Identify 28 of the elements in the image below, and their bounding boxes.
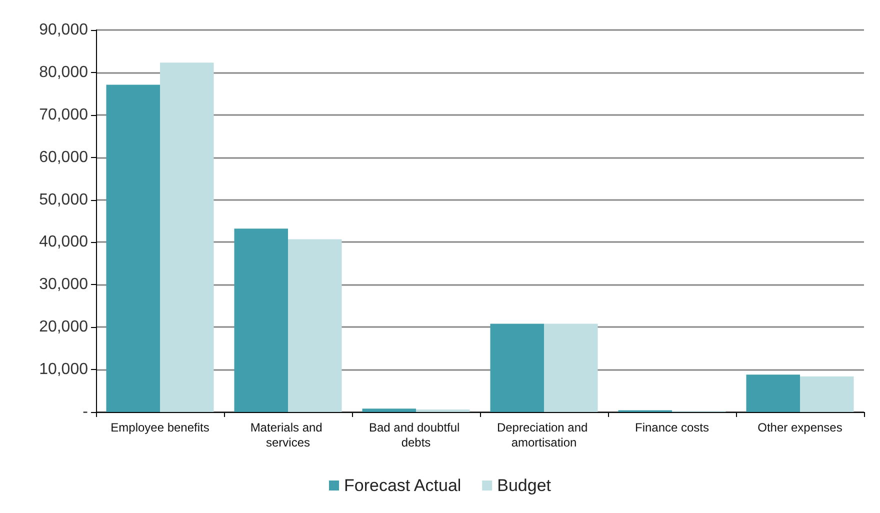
y-tick-label: 30,000 xyxy=(39,276,88,294)
x-tick-label: Bad and doubtful debts xyxy=(368,420,464,450)
y-tick-label: 90,000 xyxy=(39,22,88,38)
bar xyxy=(362,408,416,412)
bar xyxy=(234,228,288,412)
legend-label: Budget xyxy=(497,476,552,495)
legend-label: Forecast Actual xyxy=(344,476,462,495)
y-tick-label: 20,000 xyxy=(39,318,88,336)
x-tick-label: Other expenses xyxy=(758,420,842,434)
bar xyxy=(544,324,598,412)
bar xyxy=(746,374,800,412)
bar xyxy=(160,62,214,412)
bar xyxy=(416,409,470,412)
y-tick-label: 50,000 xyxy=(39,191,88,208)
bar xyxy=(288,239,342,412)
x-tick-label: Employee benefits xyxy=(110,420,210,434)
x-tick-label: Depreciation and amortisation xyxy=(496,420,592,450)
bar xyxy=(490,324,544,412)
bar xyxy=(106,84,160,412)
y-tick-label: 10,000 xyxy=(39,361,88,378)
bar xyxy=(800,376,854,412)
y-tick-label: 80,000 xyxy=(39,64,88,81)
x-tick-label: Finance costs xyxy=(634,420,710,434)
x-tick-label: Materials and services xyxy=(250,420,326,450)
y-tick-label: 40,000 xyxy=(39,234,88,251)
y-tick-label: - xyxy=(82,404,88,420)
y-tick-label: 60,000 xyxy=(39,148,88,166)
y-tick-label: 70,000 xyxy=(39,106,88,124)
